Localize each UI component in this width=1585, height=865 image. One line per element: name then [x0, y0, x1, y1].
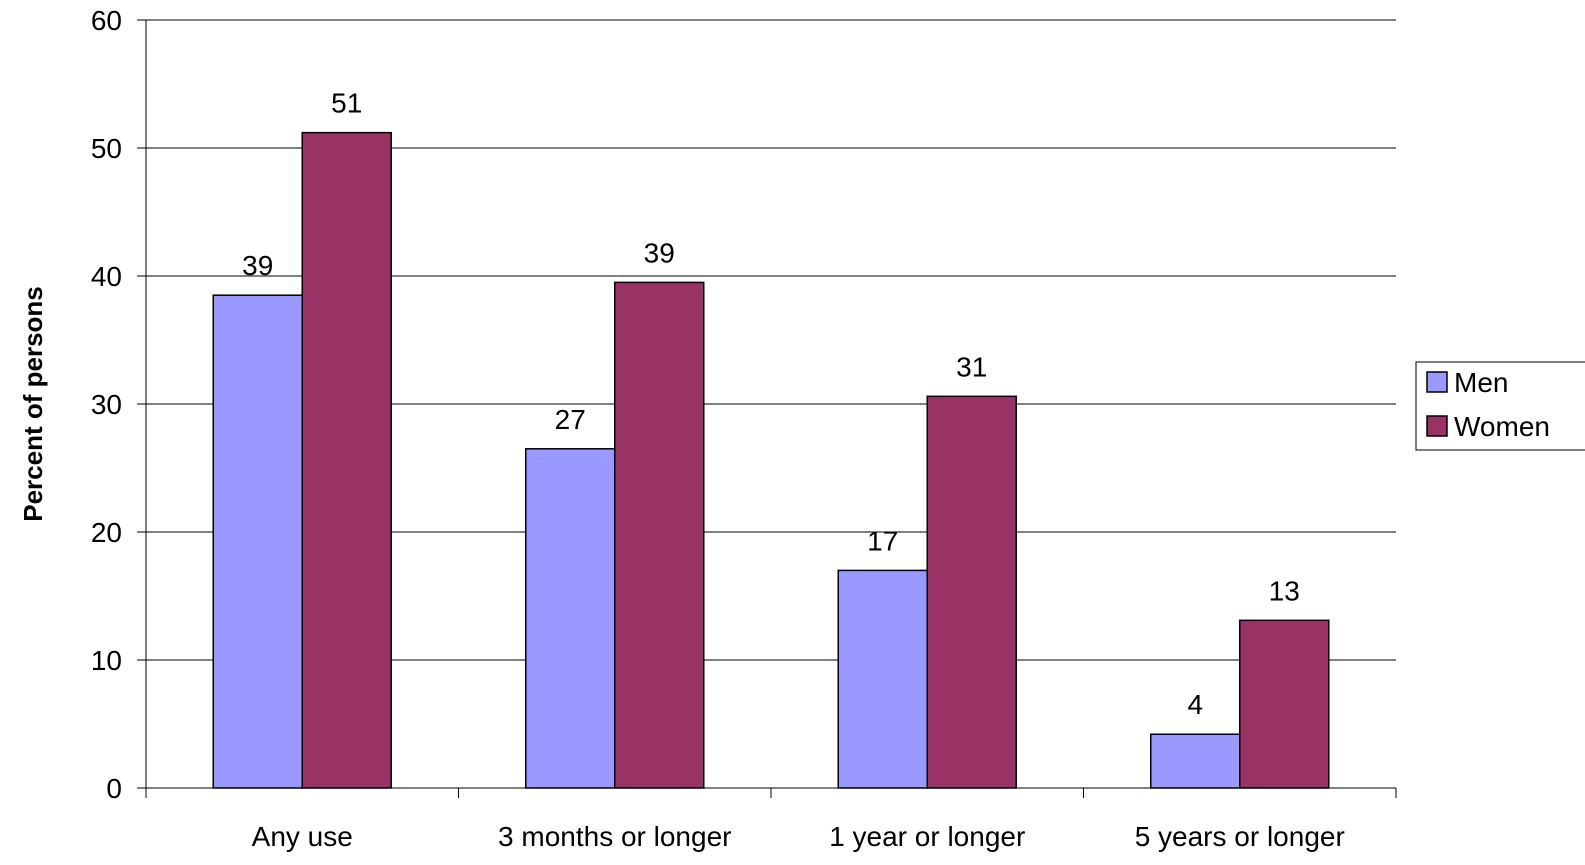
bar-men-1: [525, 448, 616, 789]
data-label: 4: [1187, 689, 1203, 720]
legend-swatch-women: [1426, 415, 1448, 437]
legend: Men Women: [1415, 361, 1585, 451]
data-label: 39: [644, 237, 675, 268]
bar-men-2: [837, 569, 928, 789]
x-tick-label: 3 months or longer: [498, 821, 731, 852]
x-tick-label: Any use: [252, 821, 353, 852]
x-axis: Any use 3 months or longer 1 year or longe…: [145, 787, 1397, 852]
x-tick-label: 1 year or longer: [829, 821, 1025, 852]
y-tick-label: 30: [91, 389, 122, 420]
data-label: 39: [242, 250, 273, 281]
bar-men-0: [212, 294, 303, 789]
y-tick-label: 10: [91, 645, 122, 676]
bar-men-3: [1150, 733, 1241, 789]
legend-label-women: Women: [1454, 411, 1550, 442]
legend-swatch-men: [1426, 371, 1448, 393]
y-tick-label: 40: [91, 261, 122, 292]
y-tick-label: 60: [91, 5, 122, 36]
y-axis: 0 10 20 30 40 50 60: [91, 5, 147, 804]
data-label: 13: [1269, 575, 1300, 606]
bar-women-1: [614, 281, 705, 789]
y-tick-label: 50: [91, 133, 122, 164]
bar-women-0: [301, 131, 392, 789]
data-label: 27: [555, 404, 586, 435]
bars: [212, 131, 1330, 789]
data-label: 31: [956, 351, 987, 382]
data-label: 17: [867, 525, 898, 556]
y-axis-title: Percent of persons: [18, 286, 48, 522]
data-labels: 39 51 27 39 17 31 4 13: [242, 88, 1300, 721]
legend-label-men: Men: [1454, 367, 1508, 398]
data-label: 51: [331, 88, 362, 119]
y-tick-label: 0: [106, 773, 122, 804]
y-tick-label: 20: [91, 517, 122, 548]
x-tick-label: 5 years or longer: [1135, 821, 1345, 852]
bar-women-3: [1239, 619, 1330, 789]
bar-women-2: [926, 395, 1017, 789]
